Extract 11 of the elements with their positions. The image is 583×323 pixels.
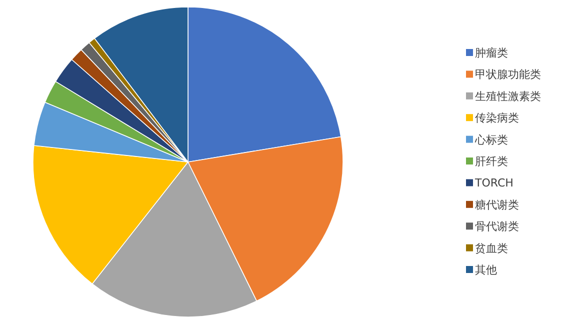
legend-label: 肿瘤类 xyxy=(475,46,508,60)
legend-label: 传染病类 xyxy=(475,112,519,125)
legend-label: 生殖性激素类 xyxy=(475,90,541,103)
legend-label: 糖代谢类 xyxy=(475,198,519,212)
legend-label: TORCH xyxy=(474,176,514,190)
legend-label: 骨代谢类 xyxy=(475,220,519,234)
legend-label: 贫血类 xyxy=(475,242,508,255)
legend-label: 其他 xyxy=(475,264,497,276)
legend-label: 肝纤类 xyxy=(475,155,508,168)
legend-label: 心标类 xyxy=(474,133,508,146)
legend-label: 甲状腺功能类 xyxy=(475,68,541,82)
